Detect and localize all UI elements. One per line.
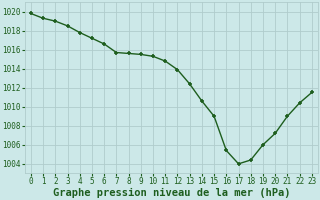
X-axis label: Graphe pression niveau de la mer (hPa): Graphe pression niveau de la mer (hPa) [52,188,290,198]
